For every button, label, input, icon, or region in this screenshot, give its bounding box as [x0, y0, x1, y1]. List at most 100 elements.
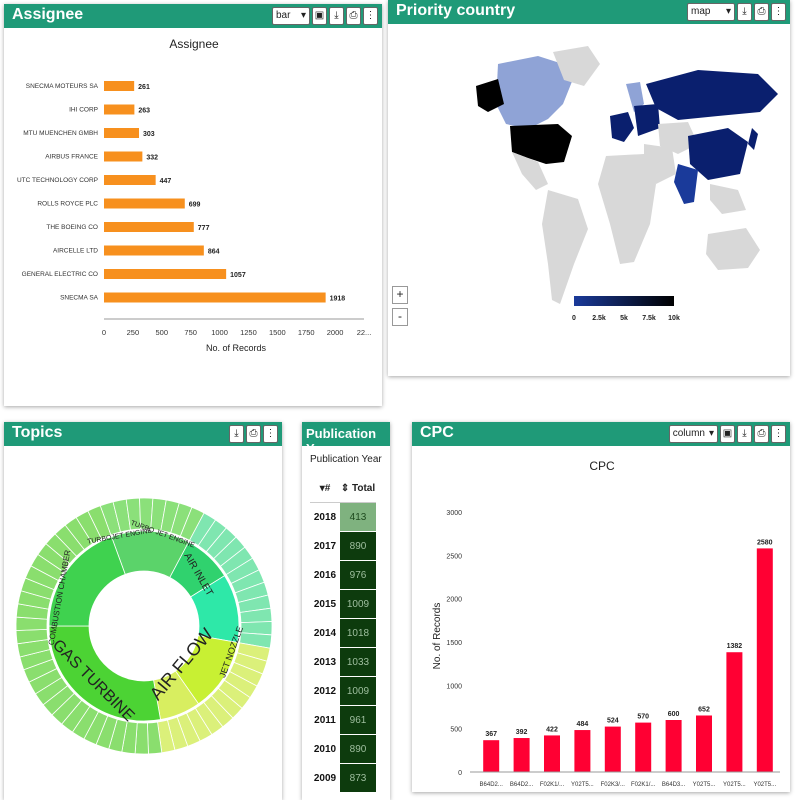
- bar[interactable]: [104, 128, 140, 138]
- segment-gas-turbine[interactable]: [48, 625, 161, 722]
- more-icon[interactable]: ⋮: [363, 7, 378, 25]
- tick-label: 2000: [327, 328, 344, 337]
- legend-tick-label: 7.5k: [642, 315, 656, 322]
- bar[interactable]: [104, 198, 185, 209]
- tick-label: 1000: [446, 683, 462, 690]
- map-mexico[interactable]: [512, 152, 548, 190]
- year-cell: 2017: [310, 531, 340, 561]
- tick-label: 500: [156, 328, 169, 337]
- bar[interactable]: [604, 726, 621, 772]
- map-china[interactable]: [688, 128, 748, 180]
- tick-label: 0: [458, 770, 462, 777]
- bar[interactable]: [696, 715, 712, 772]
- bar[interactable]: [104, 175, 156, 185]
- map-greenland[interactable]: [553, 46, 600, 86]
- tick-label: 250: [127, 328, 140, 337]
- sunburst-center: [90, 572, 198, 680]
- table-row[interactable]: 2009 873: [310, 763, 376, 793]
- map-japan[interactable]: [748, 128, 758, 150]
- zoom-in-button[interactable]: +: [392, 286, 408, 304]
- year-cell: 2016: [310, 560, 340, 590]
- bar[interactable]: [726, 652, 743, 772]
- year-cell: 2012: [310, 676, 340, 706]
- map-africa[interactable]: [598, 154, 656, 264]
- bar[interactable]: [104, 245, 204, 256]
- data-label: 447: [160, 178, 172, 185]
- outer-segment[interactable]: [87, 505, 112, 540]
- priority-panel: Priority country map ▾ ⤓ ⎙ ⋮: [388, 0, 790, 376]
- legend-tick-label: 5k: [620, 315, 628, 322]
- table-row[interactable]: 2015 1009: [310, 589, 376, 619]
- bar[interactable]: [544, 735, 560, 772]
- download-icon[interactable]: ⤓: [229, 425, 244, 443]
- map-europe-west[interactable]: [610, 112, 634, 142]
- map-type-value: map: [691, 6, 711, 17]
- col-year-header[interactable]: ▾#: [310, 474, 340, 503]
- map-scandinavia[interactable]: [626, 82, 644, 112]
- table-row[interactable]: 2014 1018: [310, 618, 376, 648]
- table-row[interactable]: 2016 976: [310, 560, 376, 590]
- bar[interactable]: [665, 720, 682, 772]
- map-india[interactable]: [674, 164, 698, 204]
- year-cell: 2015: [310, 589, 340, 619]
- print-icon[interactable]: ⎙: [246, 425, 261, 443]
- bar[interactable]: [104, 292, 326, 303]
- category-label: GENERAL ELECTRIC CO: [22, 271, 98, 278]
- map-russia[interactable]: [646, 70, 778, 120]
- map-south-america[interactable]: [542, 190, 588, 304]
- category-label: UTC TECHNOLOGY CORP: [17, 177, 98, 184]
- bar[interactable]: [104, 81, 135, 91]
- map-alaska[interactable]: [476, 79, 504, 112]
- bar[interactable]: [574, 730, 591, 772]
- table-row[interactable]: 2010 890: [310, 734, 376, 764]
- map-australia[interactable]: [706, 228, 760, 270]
- chart-type-select[interactable]: column ▾: [668, 425, 718, 443]
- bar[interactable]: [483, 740, 500, 772]
- save-icon[interactable]: ▣: [312, 7, 327, 25]
- category-label: THE BOEING CO: [46, 224, 98, 231]
- bar[interactable]: [513, 738, 530, 772]
- more-icon[interactable]: ⋮: [771, 3, 786, 21]
- chart-type-select[interactable]: bar ▾: [272, 7, 310, 25]
- legend-tick-label: 0: [572, 315, 576, 322]
- map-central-asia[interactable]: [658, 122, 698, 154]
- print-icon[interactable]: ⎙: [754, 3, 769, 21]
- bar[interactable]: [104, 151, 143, 162]
- bar[interactable]: [104, 104, 135, 115]
- bar[interactable]: [756, 548, 773, 772]
- print-icon[interactable]: ⎙: [754, 425, 769, 443]
- chart-title: Assignee: [169, 37, 219, 51]
- map-europe-east[interactable]: [634, 104, 660, 136]
- bar[interactable]: [104, 222, 194, 232]
- table-row[interactable]: 2017 890: [310, 531, 376, 561]
- total-cell: 976: [340, 560, 376, 590]
- category-label: SNECMA MOTEURS SA: [26, 83, 99, 90]
- save-icon[interactable]: ▣: [720, 425, 735, 443]
- map-se-asia[interactable]: [710, 184, 746, 214]
- download-icon[interactable]: ⤓: [329, 7, 344, 25]
- table-row[interactable]: 2013 1033: [310, 647, 376, 677]
- table-row[interactable]: 2011 961: [310, 705, 376, 735]
- col-total-header[interactable]: ⇕ Total: [340, 474, 376, 503]
- bar[interactable]: [635, 722, 652, 772]
- sort-icon: ▾: [319, 482, 325, 494]
- segment-combustion[interactable]: [48, 536, 126, 627]
- category-label: F02K1/...: [631, 782, 656, 788]
- map-canada[interactable]: [496, 56, 573, 129]
- zoom-out-button[interactable]: -: [392, 308, 408, 326]
- bar[interactable]: [104, 269, 227, 279]
- map-type-select[interactable]: map ▾: [687, 3, 735, 21]
- data-label: 699: [189, 202, 201, 209]
- total-cell: 890: [340, 531, 376, 561]
- map-usa[interactable]: [510, 124, 572, 164]
- more-icon[interactable]: ⋮: [771, 425, 786, 443]
- download-icon[interactable]: ⤓: [737, 3, 752, 21]
- priority-header: Priority country map ▾ ⤓ ⎙ ⋮: [388, 0, 790, 24]
- table-row[interactable]: 2012 1009: [310, 676, 376, 706]
- download-icon[interactable]: ⤓: [737, 425, 752, 443]
- data-label: 332: [146, 155, 158, 162]
- print-icon[interactable]: ⎙: [346, 7, 361, 25]
- table-row[interactable]: 2018 413: [310, 502, 376, 532]
- more-icon[interactable]: ⋮: [263, 425, 278, 443]
- data-label: 524: [607, 718, 619, 725]
